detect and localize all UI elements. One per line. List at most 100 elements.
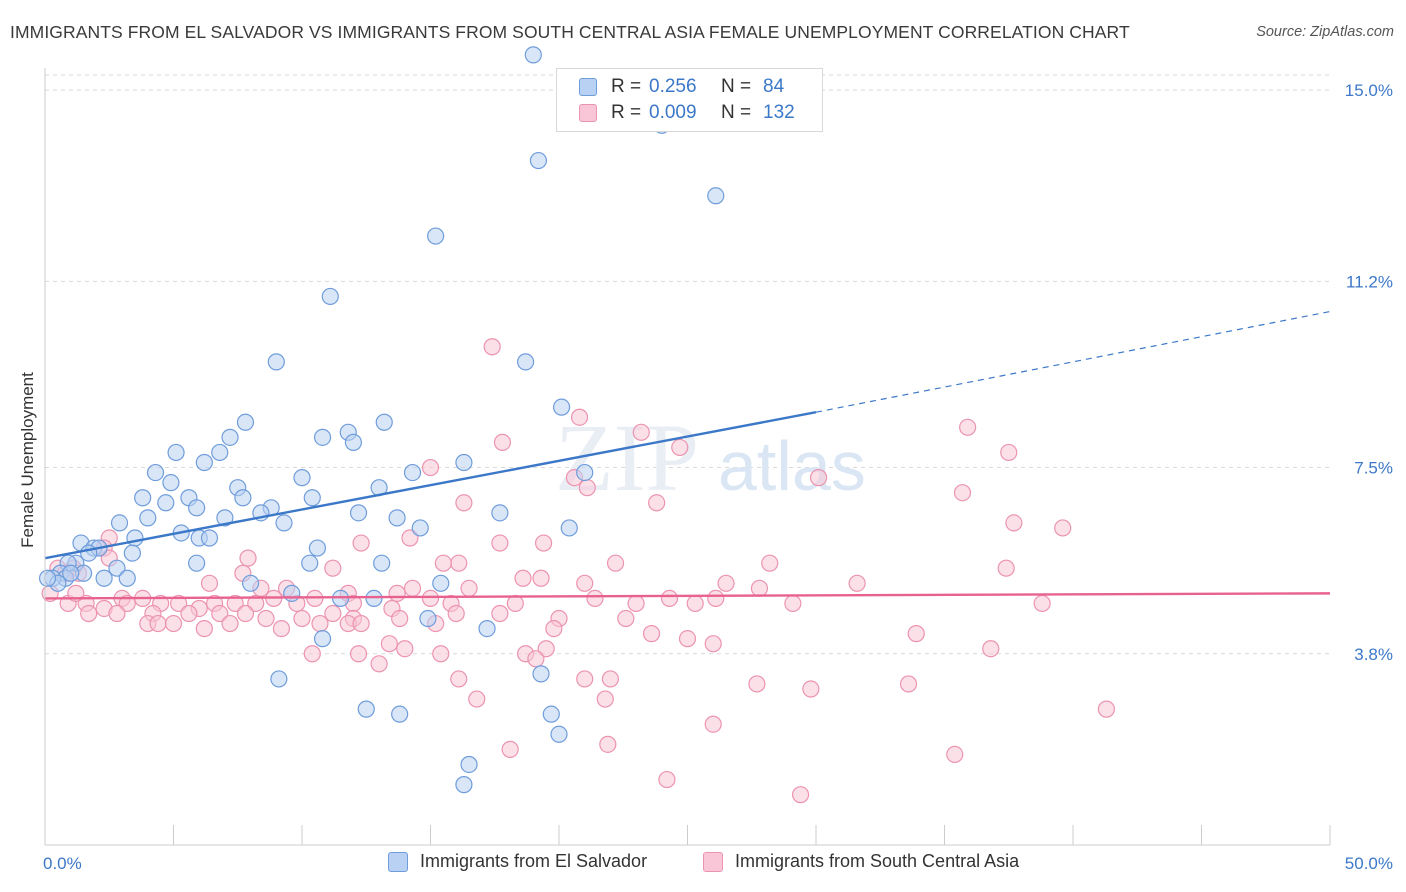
legend-r-label: R = bbox=[611, 102, 642, 123]
data-point-south-central-asia bbox=[959, 418, 977, 436]
data-point-el-salvador bbox=[211, 443, 229, 462]
series-south-central-asia bbox=[41, 338, 1116, 804]
data-point-south-central-asia bbox=[848, 574, 866, 592]
data-point-el-salvador bbox=[321, 287, 339, 306]
data-point-south-central-asia bbox=[434, 554, 452, 572]
data-point-south-central-asia bbox=[997, 559, 1015, 577]
data-point-south-central-asia bbox=[532, 569, 550, 587]
data-point-el-salvador bbox=[552, 398, 571, 416]
data-point-south-central-asia bbox=[717, 574, 735, 592]
data-point-south-central-asia bbox=[601, 670, 620, 688]
data-point-el-salvador bbox=[95, 569, 113, 587]
data-point-south-central-asia bbox=[506, 594, 524, 613]
data-point-el-salvador bbox=[313, 428, 332, 446]
data-point-south-central-asia bbox=[164, 614, 183, 633]
data-point-south-central-asia bbox=[704, 715, 722, 733]
data-point-south-central-asia bbox=[527, 650, 545, 668]
data-point-el-salvador bbox=[516, 353, 535, 371]
data-point-south-central-asia bbox=[491, 604, 509, 623]
data-point-south-central-asia bbox=[391, 609, 409, 628]
data-point-south-central-asia bbox=[493, 433, 512, 451]
data-point-south-central-asia bbox=[596, 690, 614, 708]
data-point-south-central-asia bbox=[946, 745, 964, 764]
data-point-south-central-asia bbox=[545, 619, 563, 638]
data-point-el-salvador bbox=[411, 519, 429, 537]
data-point-south-central-asia bbox=[401, 529, 419, 547]
data-point-south-central-asia bbox=[678, 630, 697, 648]
watermark: ZIP atlas bbox=[555, 404, 866, 511]
data-point-el-salvador bbox=[560, 519, 578, 537]
data-point-south-central-asia bbox=[421, 589, 440, 607]
chart-title: IMMIGRANTS FROM EL SALVADOR VS IMMIGRANT… bbox=[10, 22, 1130, 42]
y-tick-label: 11.2% bbox=[1346, 272, 1393, 291]
data-point-south-central-asia bbox=[491, 534, 509, 552]
data-point-south-central-asia bbox=[642, 625, 661, 643]
data-point-el-salvador bbox=[524, 46, 542, 64]
legend-item-el-salvador[interactable]: Immigrants from El Salvador bbox=[388, 851, 647, 872]
data-point-el-salvador bbox=[188, 499, 206, 517]
data-point-el-salvador bbox=[195, 453, 213, 472]
data-point-south-central-asia bbox=[1097, 700, 1116, 718]
y-tick-label: 15.0% bbox=[1345, 81, 1393, 100]
data-point-south-central-asia bbox=[180, 604, 198, 623]
data-point-south-central-asia bbox=[272, 619, 291, 638]
data-point-el-salvador bbox=[308, 539, 327, 557]
series-legend: Immigrants from El Salvador Immigrants f… bbox=[0, 851, 1406, 877]
data-point-el-salvador bbox=[542, 705, 560, 723]
data-point-south-central-asia bbox=[370, 655, 388, 673]
data-point-el-salvador bbox=[221, 428, 239, 446]
source-label: Source: ZipAtlas.com bbox=[1256, 24, 1394, 40]
data-point-south-central-asia bbox=[211, 604, 229, 623]
trend-lines bbox=[44, 310, 1331, 600]
trend-line-el-salvador-extension bbox=[815, 310, 1331, 413]
watermark-atlas: atlas bbox=[718, 427, 866, 505]
data-point-el-salvador bbox=[707, 187, 725, 205]
correlation-legend: R = 0.256 N = 84 R = 0.009 N = 132 bbox=[556, 68, 823, 132]
data-point-el-salvador bbox=[167, 443, 185, 462]
data-point-south-central-asia bbox=[671, 438, 689, 457]
legend-n-label: N = bbox=[721, 102, 752, 123]
data-point-south-central-asia bbox=[236, 604, 255, 623]
legend-item-south-central-asia[interactable]: Immigrants from South Central Asia bbox=[703, 851, 1019, 872]
data-point-south-central-asia bbox=[627, 594, 645, 613]
data-point-south-central-asia bbox=[195, 619, 213, 638]
data-point-south-central-asia bbox=[599, 735, 617, 753]
data-point-south-central-asia bbox=[576, 574, 594, 592]
y-axis-label: Female Unemployment bbox=[18, 372, 37, 548]
data-point-south-central-asia bbox=[432, 645, 450, 663]
data-point-south-central-asia bbox=[118, 594, 136, 613]
data-point-south-central-asia bbox=[576, 670, 594, 688]
legend-r-value: 0.256 bbox=[649, 76, 697, 97]
data-point-el-salvador bbox=[388, 509, 406, 527]
legend-row-el-salvador: R = 0.256 N = 84 bbox=[579, 74, 784, 100]
data-point-south-central-asia bbox=[658, 770, 676, 789]
data-point-south-central-asia bbox=[1033, 594, 1051, 613]
data-point-el-salvador bbox=[491, 504, 509, 522]
y-tick-label: 3.8% bbox=[1354, 645, 1393, 664]
data-point-south-central-asia bbox=[483, 338, 501, 356]
data-point-south-central-asia bbox=[108, 604, 126, 623]
data-point-south-central-asia bbox=[660, 589, 679, 607]
data-point-south-central-asia bbox=[953, 484, 972, 502]
data-point-el-salvador bbox=[267, 353, 285, 371]
data-point-south-central-asia bbox=[447, 604, 465, 623]
data-point-south-central-asia bbox=[982, 640, 1000, 658]
data-point-el-salvador bbox=[427, 227, 445, 245]
legend-r-label: R = bbox=[611, 76, 642, 97]
data-point-south-central-asia bbox=[149, 614, 167, 633]
data-point-south-central-asia bbox=[750, 579, 769, 597]
data-point-south-central-asia bbox=[303, 645, 321, 663]
data-point-el-salvador bbox=[283, 584, 301, 602]
data-point-south-central-asia bbox=[907, 625, 925, 643]
data-point-south-central-asia bbox=[648, 494, 666, 512]
data-point-el-salvador bbox=[391, 705, 409, 723]
data-point-south-central-asia bbox=[791, 786, 810, 804]
data-point-south-central-asia bbox=[349, 645, 368, 663]
data-point-el-salvador bbox=[349, 504, 368, 522]
pink-swatch bbox=[579, 104, 597, 122]
data-point-el-salvador bbox=[123, 544, 141, 562]
data-point-south-central-asia bbox=[707, 589, 725, 607]
data-point-el-salvador bbox=[242, 574, 260, 592]
data-point-el-salvador bbox=[403, 463, 422, 482]
data-point-south-central-asia bbox=[570, 408, 589, 426]
